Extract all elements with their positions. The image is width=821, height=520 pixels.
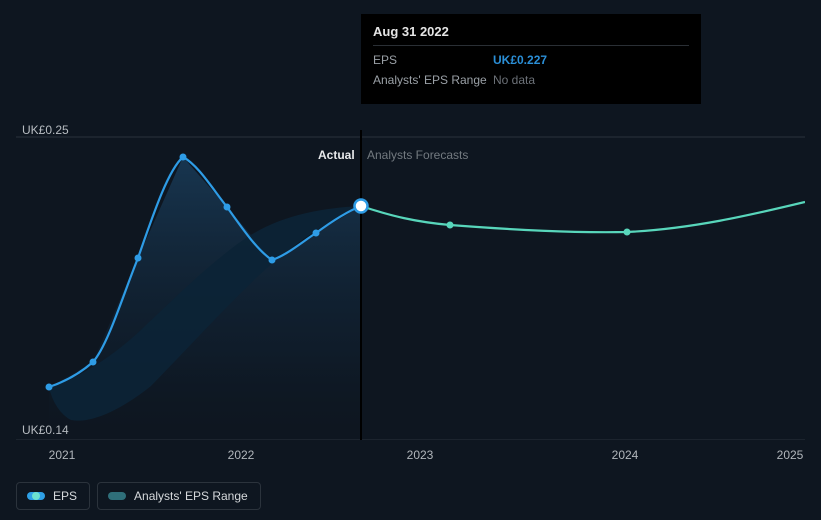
tooltip-value-eps: UK£0.227 (493, 50, 689, 70)
x-axis-label: 2023 (407, 448, 434, 462)
tooltip-key: Analysts' EPS Range (373, 70, 493, 90)
x-axis-label: 2021 (49, 448, 76, 462)
eps-forecast-markers (447, 222, 631, 236)
tooltip-row-range: Analysts' EPS Range No data (373, 70, 689, 90)
x-axis-label: 2025 (777, 448, 804, 462)
hover-point-marker (355, 200, 368, 213)
x-axis-label: 2022 (228, 448, 255, 462)
hover-tooltip: Aug 31 2022 EPS UK£0.227 Analysts' EPS R… (361, 14, 701, 104)
legend-toggle-range[interactable]: Analysts' EPS Range (97, 482, 261, 510)
legend-swatch-eps (27, 492, 45, 500)
tooltip-date: Aug 31 2022 (373, 24, 689, 46)
legend: EPS Analysts' EPS Range (16, 482, 261, 510)
eps-chart[interactable] (16, 130, 805, 440)
eps-forecast-line (361, 202, 805, 232)
legend-toggle-eps[interactable]: EPS (16, 482, 90, 510)
legend-label: EPS (53, 489, 77, 503)
x-axis-label: 2024 (612, 448, 639, 462)
tooltip-value-nodata: No data (493, 70, 689, 90)
legend-swatch-range (108, 492, 126, 500)
tooltip-key: EPS (373, 50, 493, 70)
legend-label: Analysts' EPS Range (134, 489, 248, 503)
tooltip-table: EPS UK£0.227 Analysts' EPS Range No data (373, 50, 689, 90)
tooltip-row-eps: EPS UK£0.227 (373, 50, 689, 70)
